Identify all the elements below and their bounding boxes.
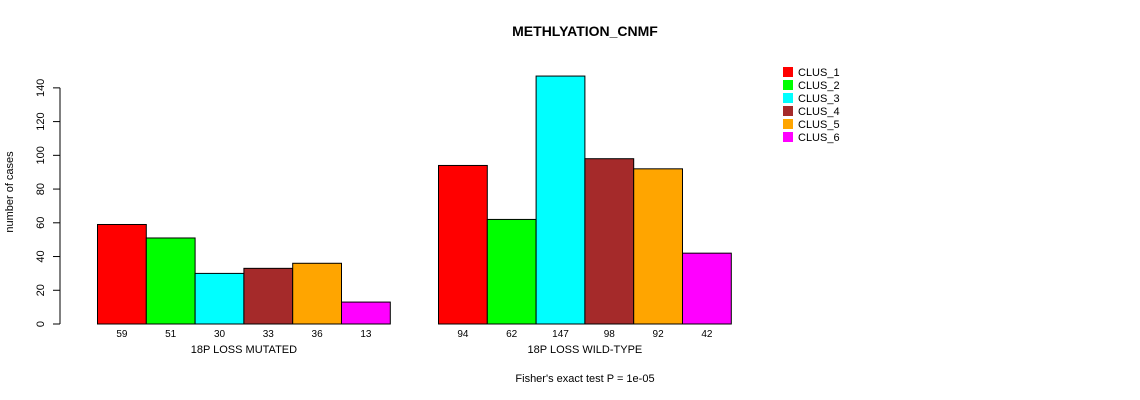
chart-title: METHLYATION_CNMF [512, 23, 658, 39]
bar-mutated-clus_3 [194, 272, 245, 325]
group-label-wild-type: 18P LOSS WILD-TYPE [528, 344, 643, 356]
group-label-mutated: 18P LOSS MUTATED [191, 344, 297, 356]
legend-swatch-clus_1 [783, 67, 793, 77]
legend-label-clus_4: CLUS_4 [798, 106, 840, 118]
bar-wild-type-clus_2 [486, 218, 537, 325]
y-tick-label: 20 [35, 284, 47, 296]
legend-swatch-clus_6 [783, 132, 793, 142]
bar-count-label: 147 [552, 329, 569, 340]
legend-label-clus_2: CLUS_2 [798, 80, 840, 92]
fisher-test-footnote: Fisher's exact test P = 1e-05 [515, 373, 654, 385]
legend-swatch-clus_5 [783, 119, 793, 129]
bar-wild-type-clus_5 [633, 168, 684, 325]
legend-swatch-clus_4 [783, 106, 793, 116]
bar-mutated-clus_6 [341, 301, 391, 325]
y-tick-label: 40 [35, 250, 47, 262]
legend-label-clus_5: CLUS_5 [798, 119, 840, 131]
bar-count-label: 42 [701, 329, 713, 340]
y-tick-label: 80 [35, 183, 47, 195]
bar-wild-type-clus_6 [682, 252, 732, 325]
y-ticks: 0 20 40 60 80 100 120 140 [35, 79, 60, 327]
bar-mutated-clus_2 [145, 237, 196, 325]
bars-layer [97, 75, 732, 325]
bar-count-label: 51 [165, 329, 177, 340]
labels-layer: 59 51 30 33 36 13 18P LOSS MUTATED 94 62 147 98 92 4… [116, 329, 713, 356]
y-tick-label: 140 [35, 79, 47, 97]
bar-count-label: 98 [604, 329, 616, 340]
y-axis-label: number of cases [4, 151, 16, 233]
legend-swatch-clus_3 [783, 93, 793, 103]
bar-wild-type-clus_1 [438, 164, 488, 325]
y-tick-label: 0 [35, 321, 47, 327]
bar-count-label: 94 [457, 329, 469, 340]
bar-count-label: 92 [653, 329, 665, 340]
y-tick-label: 60 [35, 217, 47, 229]
bar-count-label: 36 [312, 329, 324, 340]
legend-swatch-clus_2 [783, 80, 793, 90]
y-axis: 0 20 40 60 80 100 120 140 number of cases [4, 79, 61, 327]
bar-count-label: 62 [506, 329, 518, 340]
legend-label-clus_1: CLUS_1 [798, 67, 840, 79]
y-tick-label: 120 [35, 112, 47, 130]
y-tick-label: 100 [35, 146, 47, 164]
bar-wild-type-clus_4 [584, 158, 635, 325]
bar-count-label: 59 [116, 329, 128, 340]
bar-wild-type-clus_3 [535, 75, 586, 325]
bar-count-label: 30 [214, 329, 226, 340]
bar-mutated-clus_1 [97, 223, 147, 325]
bar-count-label: 33 [263, 329, 275, 340]
bar-count-label: 13 [360, 329, 372, 340]
bar-mutated-clus_4 [243, 267, 294, 325]
legend-label-clus_6: CLUS_6 [798, 132, 840, 144]
legend-label-clus_3: CLUS_3 [798, 93, 840, 105]
bar-mutated-clus_5 [292, 262, 343, 325]
